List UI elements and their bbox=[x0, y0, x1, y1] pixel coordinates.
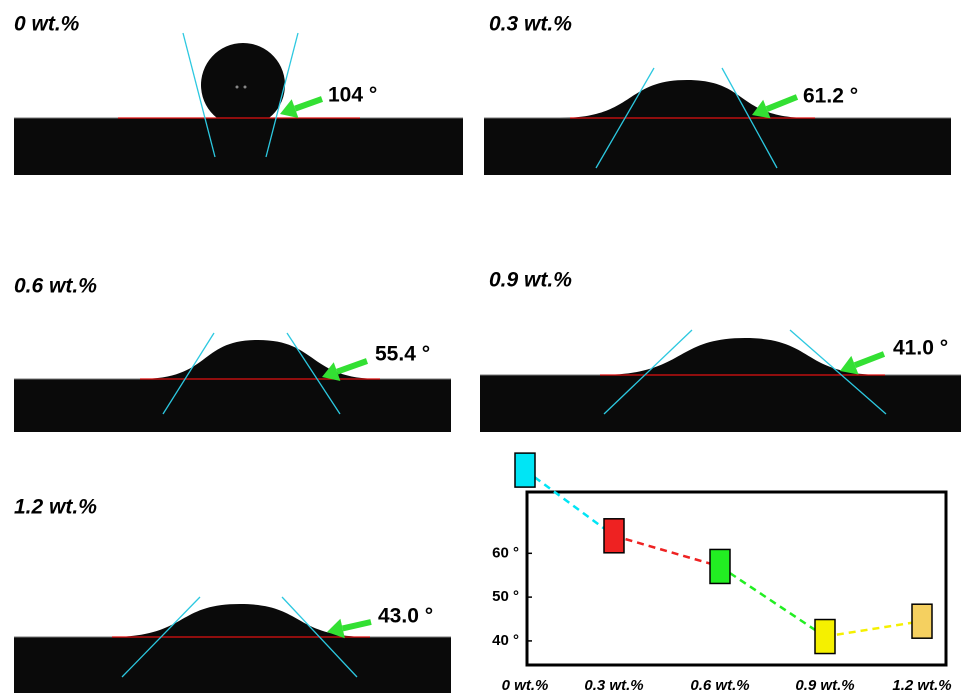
x-tick-label: 0.6 wt.% bbox=[690, 677, 749, 694]
chart-frame bbox=[527, 492, 946, 665]
x-tick-label: 0.9 wt.% bbox=[795, 677, 854, 694]
arrow bbox=[295, 99, 322, 109]
substrate bbox=[484, 118, 951, 175]
angle-label: 43.0 ° bbox=[378, 605, 433, 628]
reflection bbox=[244, 86, 247, 89]
connector bbox=[525, 470, 614, 536]
droplet bbox=[560, 80, 810, 118]
figure: 0 wt.% 104 ° 0.3 wt.% 61.2 ° 0.6 wt.% 55.4 ° 0… bbox=[0, 0, 976, 696]
y-tick-label: 60 ° bbox=[492, 544, 519, 561]
panel-label: 0 wt.% bbox=[14, 13, 80, 36]
data-box bbox=[515, 453, 535, 487]
data-box bbox=[710, 549, 730, 583]
x-tick-label: 0.3 wt.% bbox=[584, 677, 643, 694]
arrow bbox=[767, 97, 797, 109]
substrate bbox=[480, 375, 961, 432]
arrow bbox=[343, 622, 371, 628]
angle-label: 61.2 ° bbox=[803, 85, 858, 108]
substrate bbox=[14, 637, 451, 693]
connector bbox=[614, 536, 720, 567]
x-tick-label: 1.2 wt.% bbox=[892, 677, 951, 694]
x-tick-label: 0 wt.% bbox=[502, 677, 549, 694]
droplet bbox=[201, 43, 285, 118]
connector bbox=[720, 566, 825, 636]
angle-label: 55.4 ° bbox=[375, 343, 430, 366]
data-box bbox=[815, 620, 835, 654]
data-box bbox=[912, 604, 932, 638]
substrate bbox=[14, 379, 451, 432]
droplet bbox=[140, 340, 380, 379]
angle-label: 104 ° bbox=[328, 84, 377, 107]
panel-label: 0.6 wt.% bbox=[14, 275, 97, 298]
angle-label: 41.0 ° bbox=[893, 337, 948, 360]
arrow bbox=[337, 361, 367, 372]
arrow bbox=[855, 354, 884, 365]
y-tick-label: 50 ° bbox=[492, 588, 519, 605]
panel-label: 1.2 wt.% bbox=[14, 496, 97, 519]
y-tick-label: 40 ° bbox=[492, 632, 519, 649]
data-box bbox=[604, 519, 624, 553]
substrate bbox=[14, 118, 463, 175]
reflection bbox=[236, 86, 239, 89]
connector bbox=[825, 621, 922, 636]
panel-label: 0.3 wt.% bbox=[489, 13, 572, 36]
panel-label: 0.9 wt.% bbox=[489, 269, 572, 292]
